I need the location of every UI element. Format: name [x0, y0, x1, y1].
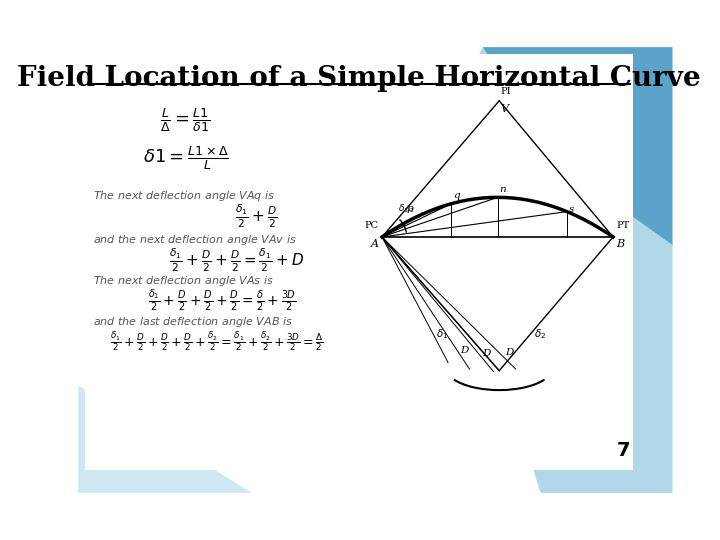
Text: The next deflection angle $VAs$ is: The next deflection angle $VAs$ is — [93, 274, 274, 288]
Text: $\frac{\delta_1}{2} + \frac{D}{2}$: $\frac{\delta_1}{2} + \frac{D}{2}$ — [235, 202, 277, 230]
Text: s: s — [570, 206, 575, 214]
Text: $\frac{L}{\Delta} = \frac{L1}{\delta 1}$: $\frac{L}{\Delta} = \frac{L1}{\delta 1}$ — [161, 106, 211, 134]
Polygon shape — [85, 54, 633, 470]
Text: Field Location of a Simple Horizontal Curve: Field Location of a Simple Horizontal Cu… — [17, 65, 701, 92]
Text: $\delta 1 = \frac{L1 \times \Delta}{L}$: $\delta 1 = \frac{L1 \times \Delta}{L}$ — [143, 145, 228, 172]
Text: D: D — [482, 349, 490, 358]
Text: n: n — [499, 185, 506, 194]
Text: p: p — [407, 205, 413, 213]
Text: $\delta_1$: $\delta_1$ — [436, 327, 448, 341]
Text: and the last deflection angle $VAB$ is: and the last deflection angle $VAB$ is — [93, 315, 293, 329]
Text: $\frac{\delta_1}{2} + \frac{D}{2} + \frac{D}{2} + \frac{D}{2} + \frac{\delta_2}{: $\frac{\delta_1}{2} + \frac{D}{2} + \fra… — [109, 331, 323, 354]
Text: $\delta_2$: $\delta_2$ — [534, 327, 546, 341]
Text: and the next deflection angle $VAv$ is: and the next deflection angle $VAv$ is — [93, 233, 297, 247]
Text: PI: PI — [501, 87, 511, 96]
Text: D: D — [460, 346, 469, 355]
Text: The next deflection angle $VAq$ is: The next deflection angle $VAq$ is — [93, 189, 275, 203]
Text: A: A — [371, 239, 379, 249]
Text: $\frac{\delta_1}{2} + \frac{D}{2} + \frac{D}{2} = \frac{\delta_1}{2} + D$: $\frac{\delta_1}{2} + \frac{D}{2} + \fra… — [169, 247, 305, 274]
Text: D: D — [505, 348, 513, 356]
Text: PC: PC — [365, 220, 379, 230]
Text: 7: 7 — [616, 441, 630, 460]
Text: $\frac{\delta_1}{2} + \frac{D}{2} + \frac{D}{2} + \frac{D}{2} = \frac{\delta}{2}: $\frac{\delta_1}{2} + \frac{D}{2} + \fra… — [148, 288, 297, 314]
Polygon shape — [78, 386, 251, 493]
Text: V: V — [501, 104, 509, 114]
Text: B: B — [616, 239, 624, 249]
Polygon shape — [482, 47, 672, 245]
Text: PT: PT — [616, 220, 630, 230]
Text: q: q — [453, 191, 459, 200]
Text: $\delta_{1/2}$: $\delta_{1/2}$ — [398, 202, 415, 215]
Polygon shape — [433, 47, 672, 493]
